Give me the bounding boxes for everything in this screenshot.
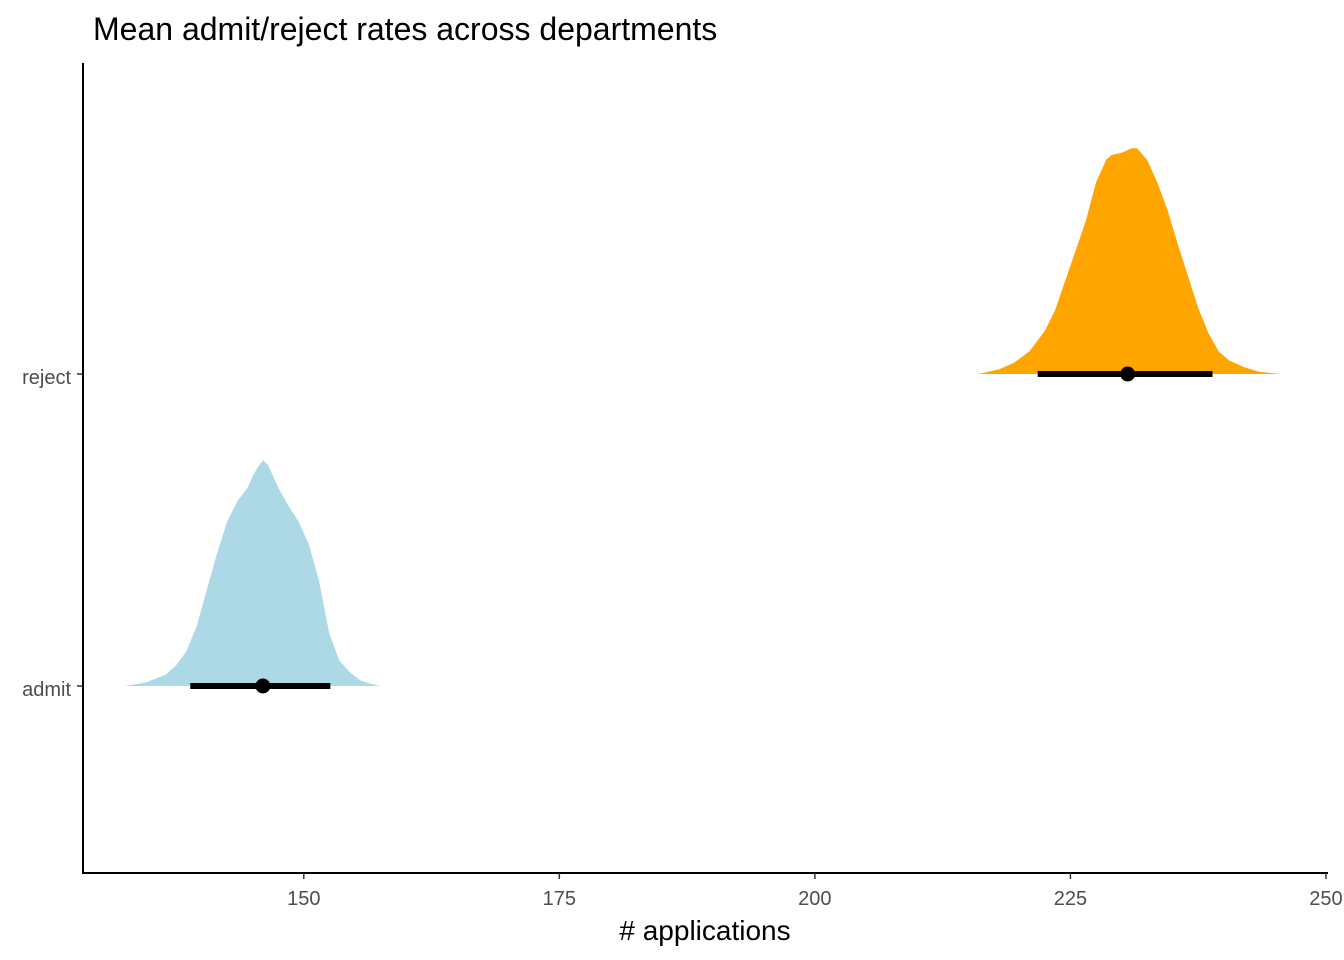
x-tick-label: 250 [1309,888,1342,910]
x-axis-title: # applications [619,915,790,946]
y-axis-ticks: admit reject [22,367,83,701]
plot-area [124,148,1280,694]
density-admit [124,460,381,686]
x-tick-label: 175 [543,888,576,910]
y-tick-label: reject [22,367,71,389]
x-tick-label: 225 [1054,888,1087,910]
y-tick-label: admit [22,679,71,701]
mean-point-reject [1120,366,1136,382]
x-tick-label: 200 [798,888,831,910]
x-tick-label: 150 [287,888,320,910]
x-axis-ticks: 150 175 200 225 250 [287,873,1343,910]
chart-title: Mean admit/reject rates across departmen… [93,11,717,47]
density-reject [978,148,1280,374]
mean-point-admit [255,678,271,694]
